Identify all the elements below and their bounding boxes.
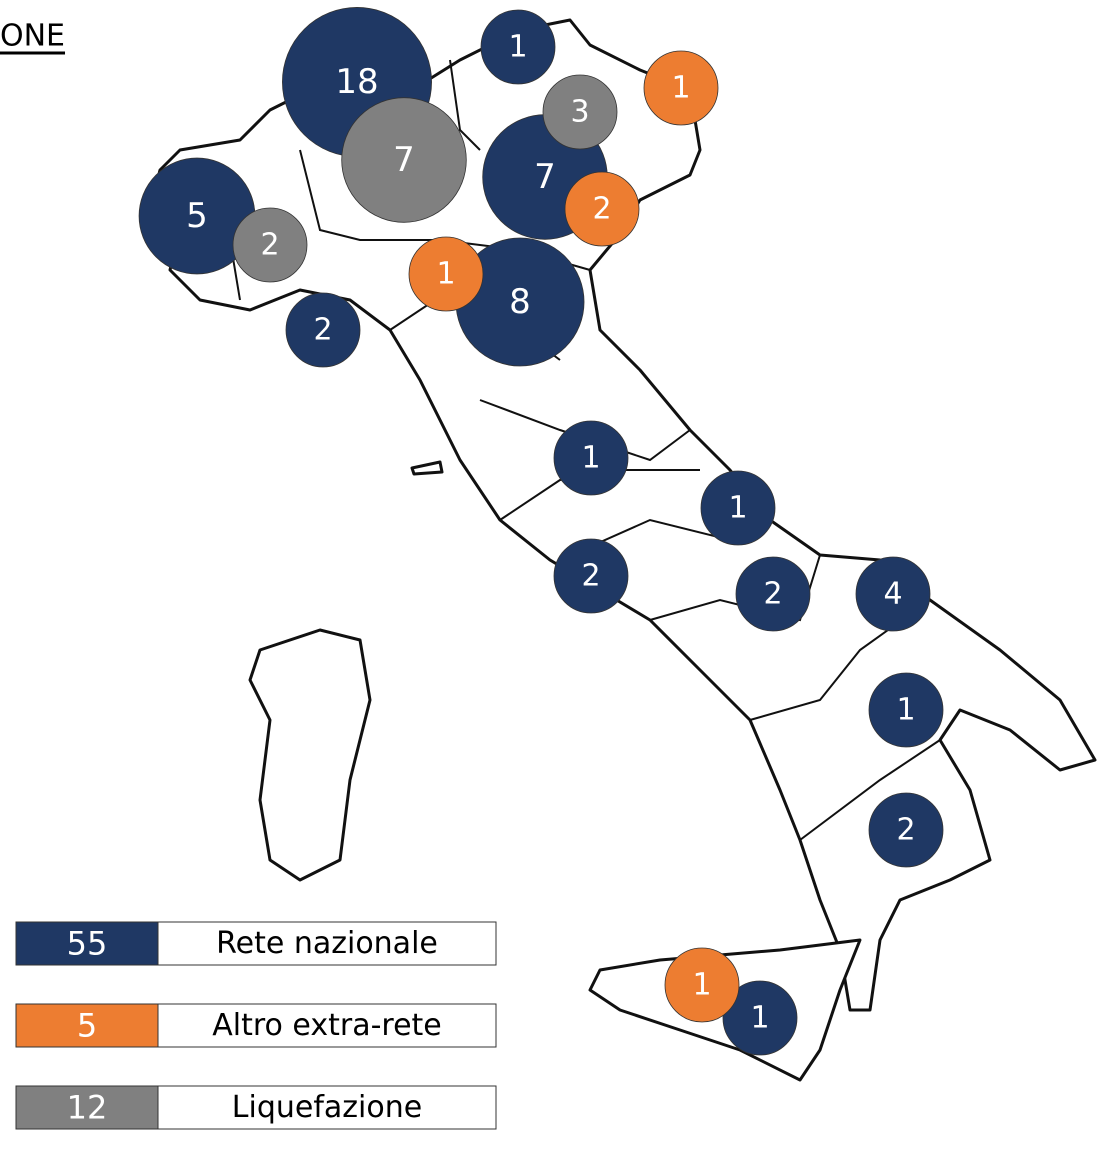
mainland-outline bbox=[148, 18, 1097, 1012]
bubble-label: 1 bbox=[436, 257, 455, 292]
bubble bbox=[553, 538, 629, 614]
bubble bbox=[232, 207, 308, 283]
bubble bbox=[868, 672, 944, 748]
map-title: ONE bbox=[0, 19, 65, 54]
legend-total: 12 bbox=[67, 1089, 108, 1127]
bubble bbox=[868, 792, 944, 868]
legend-label-box bbox=[157, 1003, 497, 1048]
bubble-label: 1 bbox=[581, 441, 600, 476]
bubble bbox=[700, 470, 776, 546]
bubble bbox=[553, 420, 629, 496]
bubble-label: 2 bbox=[260, 228, 279, 263]
bubble-label: 7 bbox=[393, 140, 415, 180]
bubble bbox=[735, 556, 811, 632]
legend-label: Altro extra-rete bbox=[212, 1008, 442, 1043]
bubble bbox=[855, 556, 931, 632]
bubble-label: 4 bbox=[883, 577, 902, 612]
bubble-label: 1 bbox=[671, 71, 690, 106]
bubble-label: 5 bbox=[186, 196, 208, 236]
legend-label-box bbox=[157, 921, 497, 966]
bubble bbox=[341, 97, 467, 223]
legend-label-box bbox=[157, 1085, 497, 1130]
bubble-label: 1 bbox=[728, 491, 747, 526]
legend: 55 Rete nazionale 5 Altro extra-rete 12 Lique… bbox=[15, 921, 497, 1130]
bubble-label: 8 bbox=[509, 282, 531, 322]
bubble-label: 7 bbox=[534, 157, 556, 197]
legend-swatch bbox=[15, 1003, 159, 1048]
bubble-label: 2 bbox=[763, 577, 782, 612]
bubble-label: 2 bbox=[592, 192, 611, 227]
bubble-label: 1 bbox=[508, 30, 527, 65]
bubble-label: 1 bbox=[692, 968, 711, 1003]
legend-label: Liquefazione bbox=[232, 1090, 422, 1125]
bubble-label: 2 bbox=[581, 559, 600, 594]
bubble bbox=[285, 292, 361, 368]
legend-total: 5 bbox=[77, 1007, 97, 1045]
legend-swatch bbox=[15, 921, 159, 966]
bubble bbox=[408, 236, 484, 312]
bubble bbox=[722, 980, 798, 1056]
bubble bbox=[480, 9, 556, 85]
bubble-label: 2 bbox=[896, 813, 915, 848]
bubble-label: 3 bbox=[570, 95, 589, 130]
legend-total: 55 bbox=[67, 925, 108, 963]
bubble-label: 1 bbox=[896, 693, 915, 728]
bubble bbox=[643, 50, 719, 126]
elba-island bbox=[410, 460, 444, 476]
bubble-label: 18 bbox=[335, 62, 378, 102]
legend-label: Rete nazionale bbox=[216, 926, 438, 961]
bubble-label: 2 bbox=[313, 313, 332, 348]
bubble bbox=[564, 171, 640, 247]
bubble bbox=[664, 947, 740, 1023]
sardinia-outline bbox=[248, 628, 372, 882]
bubble-label: 1 bbox=[750, 1001, 769, 1036]
bubble bbox=[542, 74, 618, 150]
